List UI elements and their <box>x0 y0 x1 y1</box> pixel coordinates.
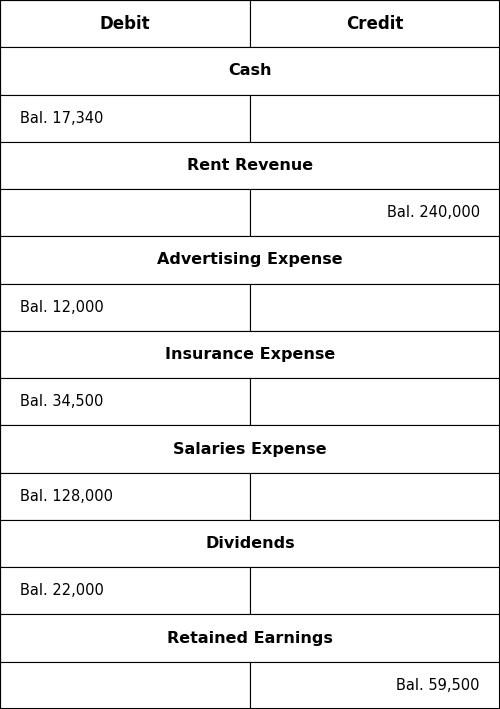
Text: Credit: Credit <box>346 15 404 33</box>
Bar <box>0 284 250 331</box>
Bar <box>250 567 500 615</box>
Bar <box>0 142 500 189</box>
Bar <box>250 378 500 425</box>
Text: Bal. 22,000: Bal. 22,000 <box>20 584 104 598</box>
Bar <box>250 473 500 520</box>
Bar <box>250 94 500 142</box>
Text: Dividends: Dividends <box>205 536 295 551</box>
Text: Debit: Debit <box>100 15 150 33</box>
Text: Cash: Cash <box>228 63 272 79</box>
Text: Retained Earnings: Retained Earnings <box>167 630 333 646</box>
Bar <box>0 236 500 284</box>
Text: Bal. 240,000: Bal. 240,000 <box>387 205 480 220</box>
Text: Salaries Expense: Salaries Expense <box>173 442 327 457</box>
Bar <box>0 520 500 567</box>
Text: Bal. 12,000: Bal. 12,000 <box>20 300 104 315</box>
Text: Rent Revenue: Rent Revenue <box>187 158 313 173</box>
Text: Insurance Expense: Insurance Expense <box>165 347 335 362</box>
Bar <box>0 615 500 661</box>
Bar <box>0 378 250 425</box>
Bar <box>0 189 250 236</box>
Bar <box>0 567 250 615</box>
Bar <box>0 331 500 378</box>
Bar <box>250 0 500 48</box>
Bar <box>0 425 500 473</box>
Text: Bal. 34,500: Bal. 34,500 <box>20 394 103 409</box>
Bar <box>0 473 250 520</box>
Bar <box>250 284 500 331</box>
Bar <box>0 48 500 94</box>
Bar <box>0 661 250 709</box>
Bar <box>250 189 500 236</box>
Text: Advertising Expense: Advertising Expense <box>157 252 343 267</box>
Text: Bal. 17,340: Bal. 17,340 <box>20 111 103 125</box>
Text: Bal. 59,500: Bal. 59,500 <box>396 678 480 693</box>
Bar <box>0 94 250 142</box>
Text: Bal. 128,000: Bal. 128,000 <box>20 489 113 504</box>
Bar <box>250 661 500 709</box>
Bar <box>0 0 250 48</box>
